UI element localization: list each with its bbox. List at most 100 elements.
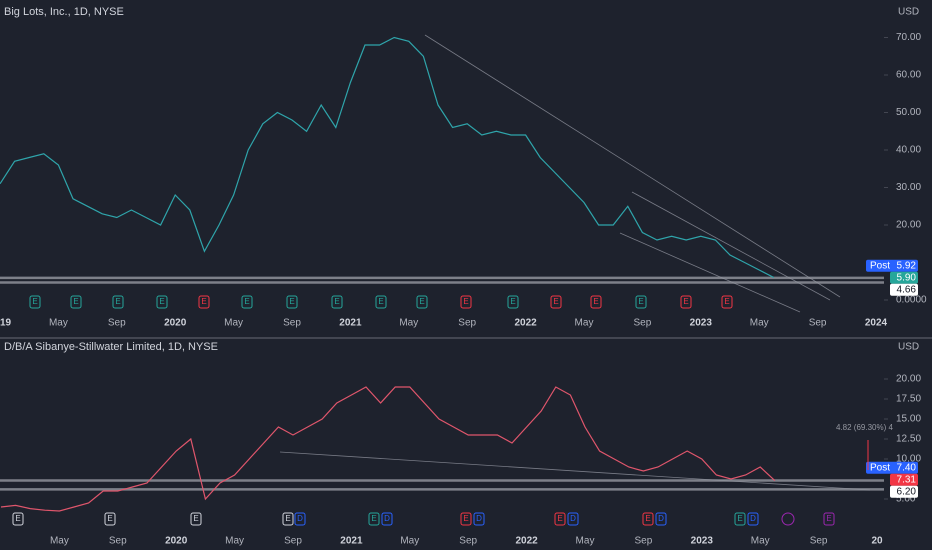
- event-marker: [460, 512, 472, 526]
- y-tick-label: 50.00: [896, 107, 921, 118]
- y-tick-label: 12.50: [896, 434, 921, 445]
- x-tick-label: Sep: [284, 536, 302, 547]
- trend-line: [424, 34, 841, 298]
- event-marker: [635, 295, 647, 309]
- price-tag: [890, 283, 918, 296]
- price-tag: [890, 485, 918, 498]
- chart-title: D/B/A Sibanye-Stillwater Limited, 1D, NY…: [4, 341, 218, 353]
- event-marker-label: E: [638, 297, 643, 306]
- x-tick-label: Sep: [809, 318, 827, 329]
- y-tick-label: 30.00: [896, 182, 921, 193]
- x-tick-label: 2023: [691, 536, 714, 547]
- x-tick-label: May: [750, 318, 769, 329]
- event-marker-label: E: [107, 514, 112, 523]
- event-marker: [590, 295, 602, 309]
- x-tick-label: 2019: [0, 318, 12, 329]
- event-marker: [680, 295, 692, 309]
- event-marker: [747, 512, 759, 526]
- event-marker: [104, 512, 116, 526]
- event-marker: [190, 512, 202, 526]
- y-tick-label: 5.00: [896, 494, 916, 505]
- event-marker-label: E: [645, 514, 650, 523]
- event-marker: [368, 512, 380, 526]
- event-marker: [286, 295, 298, 309]
- event-marker-label: E: [32, 297, 37, 306]
- event-marker-label: E: [724, 297, 729, 306]
- event-marker-label: E: [289, 297, 294, 306]
- event-marker: [156, 295, 168, 309]
- event-marker: [381, 512, 393, 526]
- event-marker-label: E: [115, 297, 120, 306]
- event-marker: [375, 295, 387, 309]
- x-tick-label: Sep: [109, 536, 127, 547]
- x-tick-label: 2020: [165, 536, 188, 547]
- event-marker: [294, 512, 306, 526]
- event-marker-label: E: [371, 514, 376, 523]
- x-tick-label: May: [751, 536, 770, 547]
- price-tag-value: 4.66: [897, 284, 917, 295]
- price-line: [0, 36, 775, 279]
- price-tag-kind: Post: [870, 462, 890, 473]
- event-marker-label: E: [73, 297, 78, 306]
- y-tick-label: 10.00: [896, 454, 921, 465]
- event-marker-label: E: [510, 297, 515, 306]
- event-marker-label: D: [570, 514, 576, 523]
- price-tag-value: 5.92: [897, 260, 917, 271]
- event-marker-label: D: [384, 514, 390, 523]
- x-tick-label: 2023: [690, 318, 713, 329]
- event-marker-label: D: [476, 514, 482, 523]
- x-tick-label: 2020: [164, 318, 187, 329]
- price-tag-kind: Post: [870, 260, 890, 271]
- x-tick-label: Sep: [810, 536, 828, 547]
- x-tick-label: May: [224, 318, 243, 329]
- trend-line: [279, 451, 871, 491]
- chart-title: Big Lots, Inc., 1D, NYSE: [4, 6, 124, 18]
- event-marker: [282, 512, 294, 526]
- event-marker: [734, 512, 746, 526]
- event-marker: [331, 295, 343, 309]
- x-tick-label: 2022: [514, 318, 537, 329]
- x-tick-label: May: [575, 318, 594, 329]
- x-tick-label: 2022: [515, 536, 538, 547]
- y-tick-label: 60.00: [896, 70, 921, 81]
- price-tag: [890, 271, 918, 284]
- x-tick-label: Sep: [634, 318, 652, 329]
- price-line: [0, 386, 776, 512]
- event-marker: [473, 512, 485, 526]
- x-tick-label: May: [400, 536, 419, 547]
- event-marker-label: E: [419, 297, 424, 306]
- price-tag-value: 7.40: [897, 462, 917, 473]
- x-tick-label: May: [576, 536, 595, 547]
- event-marker: [721, 295, 733, 309]
- x-tick-label: Sep: [108, 318, 126, 329]
- event-marker: [12, 512, 24, 526]
- event-marker: [29, 295, 41, 309]
- y-tick-label: 20.00: [896, 220, 921, 231]
- price-tag: [890, 473, 918, 486]
- event-marker-label: E: [334, 297, 339, 306]
- x-tick-label: 2024: [865, 318, 888, 329]
- event-marker-label: E: [15, 514, 20, 523]
- price-tag: [866, 461, 918, 474]
- x-tick-label: Sep: [635, 536, 653, 547]
- trend-line: [619, 232, 801, 313]
- event-marker-label: E: [593, 297, 598, 306]
- y-tick-label: 15.00: [896, 414, 921, 425]
- price-tag-value: 6.20: [897, 486, 917, 497]
- event-marker: [416, 295, 428, 309]
- x-tick-label: Sep: [458, 318, 476, 329]
- event-marker-label: E: [553, 297, 558, 306]
- event-marker-label: E: [737, 514, 742, 523]
- y-tick-label: 0.0000: [896, 295, 927, 306]
- event-marker-label: E: [683, 297, 688, 306]
- event-marker: [70, 295, 82, 309]
- x-tick-label: Sep: [283, 318, 301, 329]
- x-tick-label: May: [399, 318, 418, 329]
- event-marker: [198, 295, 210, 309]
- price-tag-value: 5.90: [897, 272, 917, 283]
- event-marker-label: E: [285, 514, 290, 523]
- event-marker-label: E: [463, 514, 468, 523]
- event-marker: [567, 512, 579, 526]
- x-tick-label: Sep: [459, 536, 477, 547]
